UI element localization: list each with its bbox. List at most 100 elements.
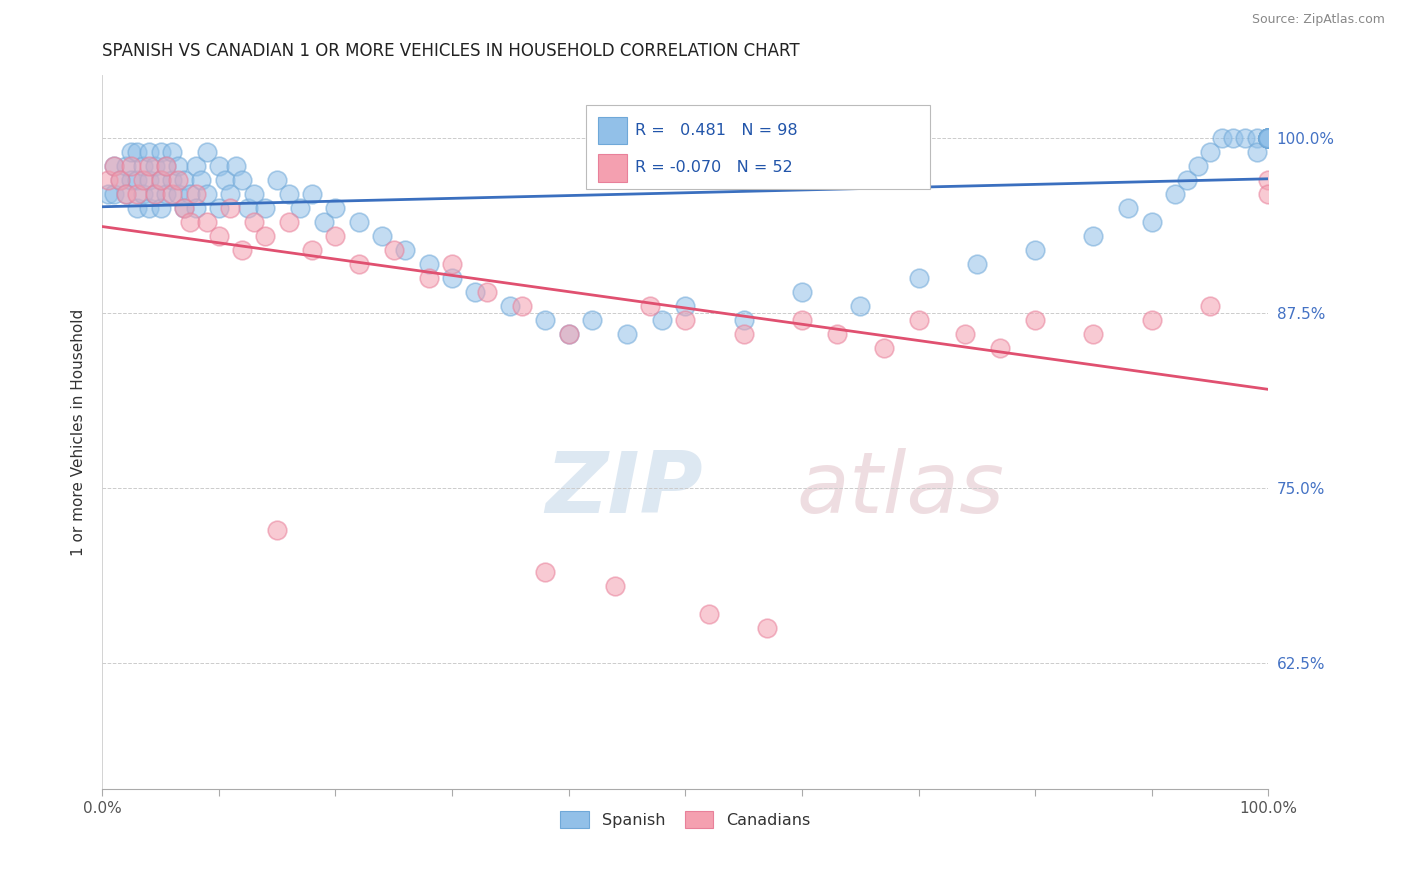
Point [179, 187, 201, 202]
Point [97, 173, 120, 187]
Point [1257, 187, 1279, 202]
Point [149, 173, 172, 187]
Point [195, 215, 218, 229]
Point [225, 159, 247, 173]
Point [673, 299, 696, 313]
Legend: Spanish, Canadians: Spanish, Canadians [554, 805, 817, 834]
Point [1211, 131, 1233, 145]
Point [160, 145, 183, 160]
Point [640, 299, 662, 313]
Point [825, 327, 848, 342]
Point [418, 271, 440, 285]
Point [254, 201, 277, 215]
Point [277, 187, 299, 202]
Point [184, 187, 207, 202]
Point [499, 299, 522, 313]
Point [138, 145, 160, 160]
Point [127, 187, 149, 202]
Point [301, 243, 323, 257]
Point [1199, 145, 1222, 160]
Point [557, 327, 579, 342]
Point [132, 159, 155, 173]
Point [347, 215, 370, 229]
Point [394, 243, 416, 257]
Point [173, 201, 195, 215]
Point [371, 229, 394, 244]
Point [132, 187, 155, 202]
Point [231, 173, 253, 187]
Point [138, 201, 160, 215]
Point [1257, 131, 1279, 145]
Point [790, 313, 813, 327]
Point [1257, 131, 1279, 145]
Point [243, 215, 266, 229]
Point [1257, 131, 1279, 145]
Point [184, 159, 207, 173]
Point [907, 271, 929, 285]
Point [325, 229, 347, 244]
Point [208, 201, 231, 215]
Point [325, 201, 347, 215]
Point [1246, 145, 1268, 160]
Text: R =   0.481   N = 98: R = 0.481 N = 98 [636, 123, 797, 137]
Point [97, 187, 120, 202]
Point [790, 285, 813, 299]
Point [988, 341, 1011, 355]
Point [581, 313, 603, 327]
Point [243, 187, 266, 202]
Point [1222, 131, 1244, 145]
Point [1257, 131, 1279, 145]
Text: R = -0.070   N = 52: R = -0.070 N = 52 [636, 161, 793, 176]
Point [1257, 131, 1279, 145]
Point [1083, 327, 1105, 342]
Point [1257, 131, 1279, 145]
Bar [598, 154, 627, 182]
Point [219, 201, 242, 215]
Point [254, 229, 277, 244]
Point [155, 159, 177, 173]
Point [108, 173, 131, 187]
Point [195, 145, 218, 160]
Point [103, 159, 125, 173]
Point [103, 187, 125, 202]
Text: Source: ZipAtlas.com: Source: ZipAtlas.com [1251, 13, 1385, 27]
Point [347, 257, 370, 271]
Point [1257, 131, 1279, 145]
Point [733, 313, 755, 327]
Point [108, 173, 131, 187]
Point [966, 257, 988, 271]
Point [160, 173, 183, 187]
Point [114, 187, 136, 202]
Point [127, 201, 149, 215]
Point [1187, 159, 1209, 173]
Bar [598, 117, 627, 144]
Point [301, 187, 323, 202]
Point [290, 201, 312, 215]
Point [1257, 131, 1279, 145]
Point [1199, 299, 1222, 313]
Point [138, 173, 160, 187]
Point [160, 187, 183, 202]
Point [1083, 229, 1105, 244]
Point [155, 187, 177, 202]
Point [382, 243, 405, 257]
Point [167, 173, 190, 187]
Point [1140, 313, 1163, 327]
Point [605, 579, 627, 593]
Point [697, 607, 720, 621]
Point [149, 173, 172, 187]
Point [149, 201, 172, 215]
Point [1024, 243, 1046, 257]
Point [120, 145, 142, 160]
Point [1257, 131, 1279, 145]
Point [510, 299, 533, 313]
Point [1257, 173, 1279, 187]
Point [132, 173, 155, 187]
Point [173, 173, 195, 187]
Point [1257, 131, 1279, 145]
Point [1175, 173, 1198, 187]
Point [208, 159, 231, 173]
Point [1246, 131, 1268, 145]
Point [1024, 313, 1046, 327]
Point [214, 173, 236, 187]
